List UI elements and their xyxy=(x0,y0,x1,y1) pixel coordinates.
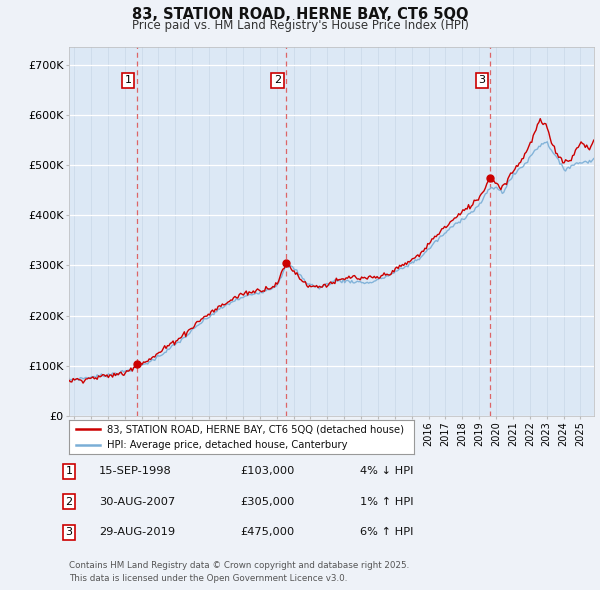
Text: 15-SEP-1998: 15-SEP-1998 xyxy=(99,466,172,476)
Text: 3: 3 xyxy=(478,76,485,86)
Text: Contains HM Land Registry data © Crown copyright and database right 2025.
This d: Contains HM Land Registry data © Crown c… xyxy=(69,562,409,583)
Text: 3: 3 xyxy=(65,527,73,537)
Text: 6% ↑ HPI: 6% ↑ HPI xyxy=(360,527,413,537)
Text: Price paid vs. HM Land Registry's House Price Index (HPI): Price paid vs. HM Land Registry's House … xyxy=(131,19,469,32)
Text: 83, STATION ROAD, HERNE BAY, CT6 5QQ: 83, STATION ROAD, HERNE BAY, CT6 5QQ xyxy=(132,7,468,22)
Text: 1% ↑ HPI: 1% ↑ HPI xyxy=(360,497,413,507)
Text: 1: 1 xyxy=(65,466,73,476)
Text: £103,000: £103,000 xyxy=(240,466,295,476)
Text: 30-AUG-2007: 30-AUG-2007 xyxy=(99,497,175,507)
Text: 29-AUG-2019: 29-AUG-2019 xyxy=(99,527,175,537)
Text: 4% ↓ HPI: 4% ↓ HPI xyxy=(360,466,413,476)
Text: £475,000: £475,000 xyxy=(240,527,294,537)
Text: HPI: Average price, detached house, Canterbury: HPI: Average price, detached house, Cant… xyxy=(107,440,347,450)
Text: £305,000: £305,000 xyxy=(240,497,295,507)
Text: 2: 2 xyxy=(274,76,281,86)
Text: 2: 2 xyxy=(65,497,73,507)
Text: 83, STATION ROAD, HERNE BAY, CT6 5QQ (detached house): 83, STATION ROAD, HERNE BAY, CT6 5QQ (de… xyxy=(107,424,404,434)
Text: 1: 1 xyxy=(125,76,131,86)
